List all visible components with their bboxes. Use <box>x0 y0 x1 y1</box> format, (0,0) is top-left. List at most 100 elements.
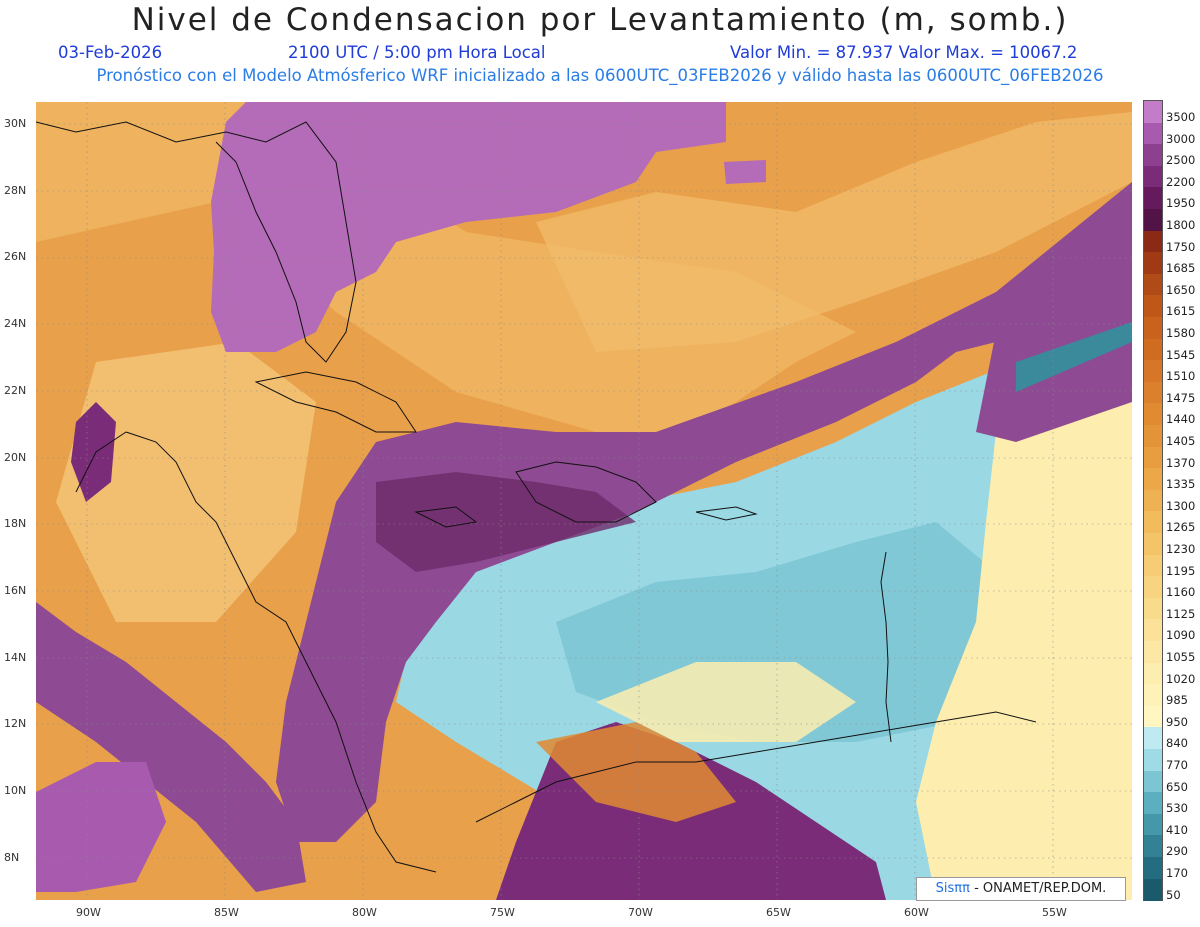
coast-hispaniola <box>515 461 657 523</box>
field-purple-band <box>276 182 1132 842</box>
colorbar-level-label: 1475 <box>1166 390 1196 405</box>
coastlines <box>36 121 1037 873</box>
colorbar-cell <box>1144 101 1162 124</box>
colorbar-level-label: 840 <box>1166 736 1188 751</box>
colorbar-cell <box>1144 878 1162 901</box>
colorbar-cell <box>1144 489 1162 512</box>
colorbar-cell <box>1144 403 1162 426</box>
colorbar-level-label: 1370 <box>1166 455 1196 470</box>
colorbar-level-label: 1950 <box>1166 196 1196 211</box>
colorbar-level-label: 1300 <box>1166 498 1196 513</box>
coast-south-america <box>475 711 1037 823</box>
colorbar-cell <box>1144 468 1162 491</box>
colorbar-level-label: 410 <box>1166 822 1188 837</box>
lon-label: 60W <box>904 906 929 919</box>
colorbar-level-label: 1230 <box>1166 542 1196 556</box>
min-max-values: Valor Min. = 87.937 Valor Max. = 10067.2 <box>730 43 1078 62</box>
colorbar-cell <box>1144 705 1162 728</box>
colorbar-cell <box>1144 749 1162 772</box>
colorbar-cell <box>1144 252 1162 275</box>
lon-label: 80W <box>352 906 377 919</box>
colorbar-level-label: 1615 <box>1166 304 1196 319</box>
coast-puerto-rico <box>695 506 758 521</box>
field-purple-patch <box>724 160 766 184</box>
colorbar-cell <box>1144 425 1162 448</box>
coast-jamaica <box>414 506 478 528</box>
colorbar-cell <box>1144 381 1162 404</box>
colorbar-cell <box>1144 122 1162 145</box>
lat-label: 14N <box>4 650 27 664</box>
colorbar-cell <box>1144 338 1162 361</box>
colorbar-level-label: 950 <box>1166 714 1188 729</box>
field-purple-yucatan <box>71 402 116 502</box>
colorbar-cell <box>1144 641 1162 664</box>
colorbar <box>1143 100 1163 902</box>
field-light-region-north <box>536 112 1132 352</box>
lat-label: 28N <box>4 183 27 197</box>
coast-lesser-antilles <box>880 551 892 743</box>
colorbar-cell <box>1144 662 1162 685</box>
forecast-subtitle: Pronóstico con el Modelo Atmósferico WRF… <box>96 66 1104 85</box>
lat-label: 30N <box>4 117 27 130</box>
colorbar-level-label: 290 <box>1166 844 1188 859</box>
colorbar-level-label: 1055 <box>1166 650 1196 664</box>
colorbar-level-label: 1440 <box>1166 412 1196 427</box>
colorbar-level-label: 1335 <box>1166 477 1196 492</box>
graticule <box>36 102 1132 900</box>
colorbar-level-label: 3500 <box>1166 110 1196 124</box>
colorbar-cell <box>1144 511 1162 534</box>
colorbar-level-label: 770 <box>1166 758 1188 772</box>
field-purple-north <box>211 102 726 352</box>
field-teal-streak <box>1016 322 1132 392</box>
colorbar-level-label: 1125 <box>1166 606 1196 621</box>
lat-label: 24N <box>4 317 27 331</box>
lat-label: 22N <box>4 383 27 397</box>
field-purple-central-america <box>36 602 306 892</box>
lon-label: 55W <box>1042 906 1067 919</box>
colorbar-cell <box>1144 619 1162 642</box>
colorbar-cell <box>1144 446 1162 469</box>
colorbar-cell <box>1144 317 1162 340</box>
lon-label: 75W <box>490 906 515 919</box>
colorbar-cell <box>1144 273 1162 296</box>
colorbar-cell <box>1144 770 1162 793</box>
colorbar-cell <box>1144 576 1162 599</box>
colorbar-level-label: 1580 <box>1166 326 1196 340</box>
field-dark-purple-hispaniola <box>376 472 636 572</box>
credit-text: - ONAMET/REP.DOM. <box>969 881 1107 896</box>
lon-label: 85W <box>214 906 239 919</box>
forecast-date: 03-Feb-2026 <box>58 43 163 62</box>
lon-label: 70W <box>628 906 653 919</box>
colorbar-cell <box>1144 230 1162 253</box>
coast-gulf-florida <box>36 121 357 363</box>
lcl-field-map <box>36 102 1132 900</box>
field-pale-yellow-east <box>916 382 1132 900</box>
colorbar-level-label: 1195 <box>1166 563 1196 578</box>
colorbar-level-label: 1160 <box>1166 585 1196 600</box>
sispi-logo: Sisππ <box>935 881 970 896</box>
colorbar-level-label: 1510 <box>1166 369 1196 384</box>
colorbar-cell <box>1144 597 1162 620</box>
colorbar-level-label: 2500 <box>1166 153 1196 168</box>
colorbar-level-label: 1650 <box>1166 282 1196 297</box>
colorbar-cell <box>1144 209 1162 232</box>
colorbar-level-label: 1545 <box>1166 347 1196 362</box>
coast-cuba <box>254 371 417 433</box>
map-title: Nivel de Condensacion por Levantamiento … <box>131 2 1069 38</box>
credit-box: Sisππ - ONAMET/REP.DOM. <box>916 877 1126 901</box>
colorbar-cell <box>1144 813 1162 836</box>
lat-label: 16N <box>4 583 27 597</box>
lon-label: 90W <box>76 906 101 919</box>
map-panel <box>36 102 1132 900</box>
colorbar-level-label: 1405 <box>1166 434 1196 448</box>
lat-label: 20N <box>4 450 27 464</box>
colorbar-level-label: 1750 <box>1166 239 1196 254</box>
colorbar-level-label: 1800 <box>1166 218 1196 232</box>
colorbar-level-label: 1265 <box>1166 520 1196 535</box>
colorbar-level-label: 650 <box>1166 779 1188 794</box>
colorbar-level-label: 50 <box>1166 887 1181 902</box>
colorbar-cell <box>1144 165 1162 188</box>
colorbar-level-label: 985 <box>1166 693 1188 708</box>
colorbar-cell <box>1144 533 1162 556</box>
lat-label: 12N <box>4 717 27 731</box>
